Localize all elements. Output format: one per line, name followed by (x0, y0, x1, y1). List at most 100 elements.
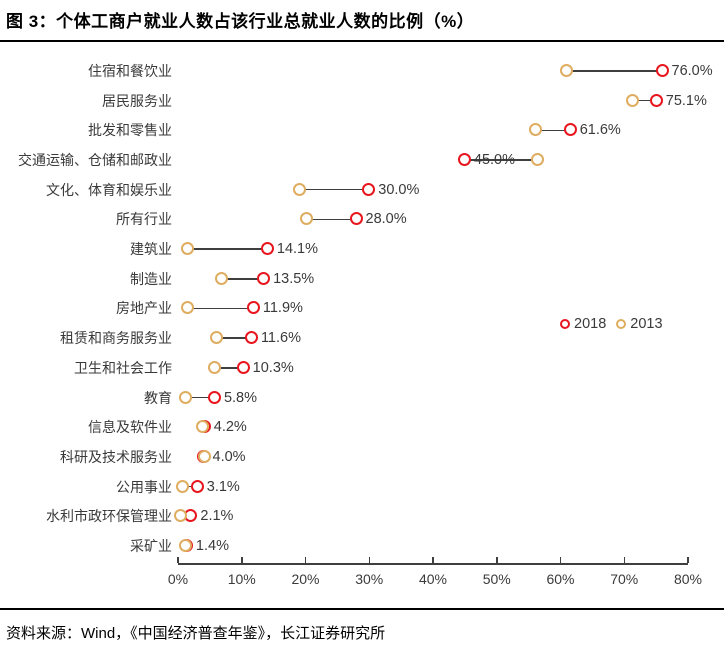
value-label: 75.1% (665, 92, 707, 109)
dot-2018 (349, 212, 363, 226)
category-label: 教育 (144, 389, 172, 406)
dumbbell-connector (300, 188, 370, 191)
legend-label: 2013 (630, 316, 663, 332)
dumbbell-connector (566, 70, 663, 72)
category-label: 所有行业 (116, 211, 172, 228)
dot-2018 (236, 360, 250, 374)
dot-2013 (531, 152, 545, 166)
dot-2018 (649, 93, 663, 107)
dot-2013 (209, 331, 223, 345)
axis-tick (496, 557, 498, 563)
dot-2018 (207, 390, 221, 404)
dot-2018 (244, 331, 258, 345)
dot-2013 (179, 390, 193, 404)
dot-2013 (529, 123, 543, 137)
dot-2018 (563, 123, 577, 137)
value-label: 11.9% (262, 300, 303, 317)
axis-tick (241, 557, 243, 563)
value-label: 14.1% (276, 241, 318, 258)
dumbbell-connector (464, 159, 539, 161)
dumbbell-connector (183, 485, 198, 488)
figure-title: 图 3：个体工商户就业人数占该行业总就业人数的比例（%） (6, 12, 475, 31)
axis-tick (559, 557, 562, 563)
value-label: 28.0% (365, 211, 407, 228)
dumbbell-connector (216, 337, 252, 339)
value-label: 30.0% (378, 181, 420, 198)
source-note: 资料来源：Wind，《中国经济普查年鉴》，长江证券研究所 (6, 625, 386, 642)
dot-2013 (181, 242, 195, 256)
footer-divider (0, 608, 724, 610)
category-label: 建筑业 (130, 241, 172, 258)
legend-label: 2018 (574, 316, 607, 332)
category-label: 居民服务业 (102, 92, 172, 109)
value-label: 2.1% (200, 508, 234, 525)
x-axis-line (178, 563, 688, 565)
dot-2013 (176, 479, 190, 493)
dot-2018 (257, 271, 271, 285)
value-label: 13.5% (273, 270, 315, 287)
dot-2018 (457, 152, 471, 166)
dot-2018 (260, 242, 274, 256)
dumbbell-connector (186, 396, 215, 399)
dumbbell-connector (187, 307, 254, 310)
dot-2018 (655, 63, 669, 77)
category-label: 房地产业 (116, 300, 172, 317)
dot-2013 (174, 509, 188, 523)
dot-2018 (362, 182, 376, 196)
value-label: 4.2% (213, 419, 247, 436)
axis-tick-label: 80% (673, 571, 703, 587)
axis-tick-label: 10% (227, 571, 256, 587)
category-label: 住宿和餐饮业 (88, 62, 172, 79)
value-label: 11.6% (260, 330, 301, 347)
axis-tick-label: 40% (418, 571, 448, 587)
dumbbell-connector (306, 218, 357, 221)
category-label: 卫生和社会工作 (74, 359, 172, 376)
category-label: 科研及技术服务业 (60, 448, 172, 465)
dumbbell-connector (632, 99, 657, 102)
dot-2013 (625, 93, 639, 107)
value-label: 10.3% (252, 359, 294, 376)
title-divider (0, 40, 724, 42)
axis-tick-label: 0% (167, 571, 189, 587)
legend-item-2018: 2018 (560, 316, 606, 332)
dumbbell-connector (214, 367, 244, 369)
dot-2018 (190, 479, 204, 493)
category-label: 水利市政环保管理业 (46, 508, 172, 525)
dot-2013 (198, 449, 212, 463)
category-label: 文化、体育和娱乐业 (46, 181, 172, 198)
axis-tick-label: 20% (291, 571, 320, 587)
axis-tick (304, 557, 307, 563)
legend-marker-2013-icon (616, 319, 627, 329)
category-label: 公用事业 (116, 478, 172, 495)
value-label: 3.1% (206, 478, 240, 495)
chart-legend: 2018 2013 (560, 316, 663, 332)
dumbbell-connector (188, 248, 268, 250)
dot-2013 (180, 301, 194, 315)
dumbbell-connector (221, 278, 265, 280)
dot-2013 (214, 271, 228, 285)
axis-tick-label: 60% (546, 571, 575, 587)
category-label: 交通运输、仓储和邮政业 (18, 151, 172, 168)
category-label: 批发和零售业 (88, 122, 172, 139)
axis-tick (368, 557, 370, 563)
axis-tick-label: 30% (355, 571, 384, 587)
category-label: 制造业 (130, 270, 172, 287)
axis-tick (623, 557, 625, 563)
value-label: 61.6% (579, 122, 621, 139)
dot-2013 (299, 212, 313, 226)
dot-2013 (195, 420, 209, 434)
dot-2013 (178, 539, 192, 553)
axis-tick (432, 557, 434, 563)
dot-2013 (293, 182, 307, 196)
axis-tick (177, 557, 179, 563)
value-label: 5.8% (223, 389, 258, 406)
dot-2018 (246, 301, 260, 315)
category-label: 信息及软件业 (88, 419, 172, 436)
value-label: 4.0% (212, 448, 246, 465)
dumbbell-connector (536, 129, 571, 131)
axis-tick-label: 50% (482, 571, 511, 587)
category-label: 租赁和商务服务业 (60, 330, 172, 347)
dot-2013 (559, 63, 573, 77)
value-label: 45.0% (473, 151, 515, 168)
